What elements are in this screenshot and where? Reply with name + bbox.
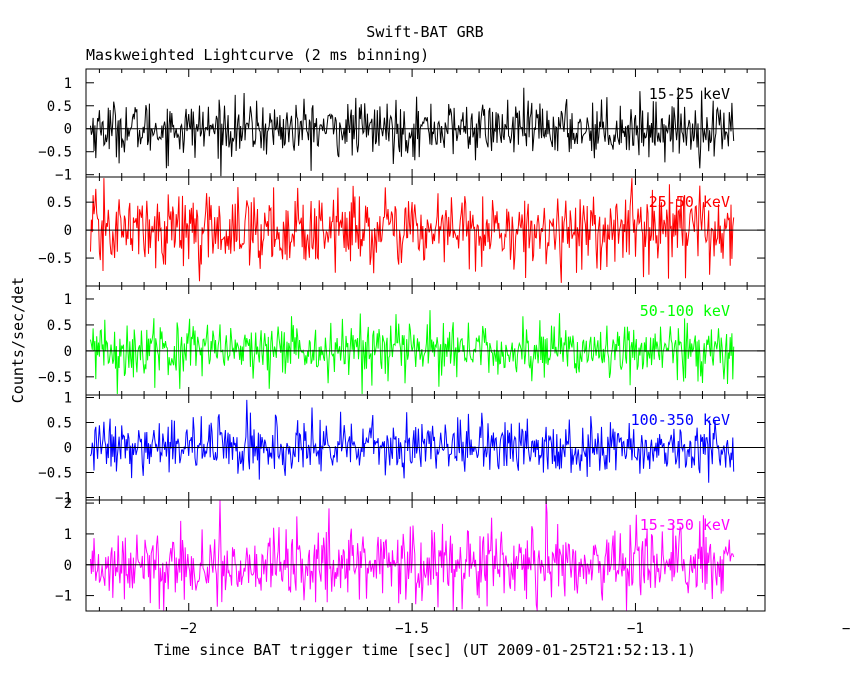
y-tick-label: 0.5 <box>47 416 72 432</box>
x-tick-label: −0.5 <box>842 621 850 637</box>
y-tick-label: 1 <box>64 527 72 543</box>
x-axis-label: Time since BAT trigger time [sec] (UT 20… <box>154 641 696 659</box>
panel-label: 15-25 keV <box>649 85 730 103</box>
panel-4: −1 −0.5 0 0.5 1 100-350 keV <box>38 391 766 507</box>
y-axis-label: Counts/sec/det <box>9 277 27 403</box>
chart-title: Swift-BAT GRB <box>366 23 483 41</box>
panel-3: −0.5 0 0.5 1 50-100 keV <box>38 285 766 396</box>
chart-subtitle: Maskweighted Lightcurve (2 ms binning) <box>86 46 429 64</box>
lightcurve-series-4 <box>90 399 735 483</box>
panel-label: 25-50 keV <box>649 193 730 211</box>
y-tick-label: 2 <box>64 496 72 512</box>
y-tick-label: −0.5 <box>38 251 72 267</box>
x-tick-label: −1.5 <box>395 621 429 637</box>
y-tick-label: 0 <box>64 558 72 574</box>
y-tick-label: −0.5 <box>38 145 72 161</box>
panel-1: −1 −0.5 0 0.5 1 15-25 keV <box>38 68 766 184</box>
x-tick-label: −2 <box>180 621 197 637</box>
lightcurve-series-1 <box>90 87 735 177</box>
y-tick-label: 0 <box>64 441 72 457</box>
lightcurve-series-5 <box>90 500 735 611</box>
panel-label: 100-350 keV <box>631 411 730 429</box>
y-tick-label: −0.5 <box>38 370 72 386</box>
y-tick-label: −1 <box>55 168 72 184</box>
panel-label: 15-350 keV <box>640 516 730 534</box>
y-tick-label: 1 <box>64 292 72 308</box>
y-tick-label: −0.5 <box>38 466 72 482</box>
y-tick-label: 0.5 <box>47 318 72 334</box>
y-tick-label: 1 <box>64 76 72 92</box>
panel-2: −0.5 0 0.5 25-50 keV <box>38 176 766 287</box>
y-tick-label: −1 <box>55 491 72 507</box>
y-tick-label: 0.5 <box>47 195 72 211</box>
lightcurve-series-2 <box>90 178 735 283</box>
panel-label: 50-100 keV <box>640 302 730 320</box>
y-tick-label: 0 <box>64 344 72 360</box>
panel-5: −1 0 1 2 15-350 keV <box>55 496 766 612</box>
y-tick-label: 0 <box>64 223 72 239</box>
y-tick-label: 0 <box>64 122 72 138</box>
y-tick-label: 0.5 <box>47 99 72 115</box>
x-tick-labels: −2 −1.5 −1 −0.5 <box>180 621 850 637</box>
x-tick-label: −1 <box>627 621 644 637</box>
panel-frame <box>85 499 766 612</box>
y-tick-label: 1 <box>64 391 72 407</box>
y-tick-label: −1 <box>55 589 72 605</box>
lightcurve-series-3 <box>90 310 735 395</box>
